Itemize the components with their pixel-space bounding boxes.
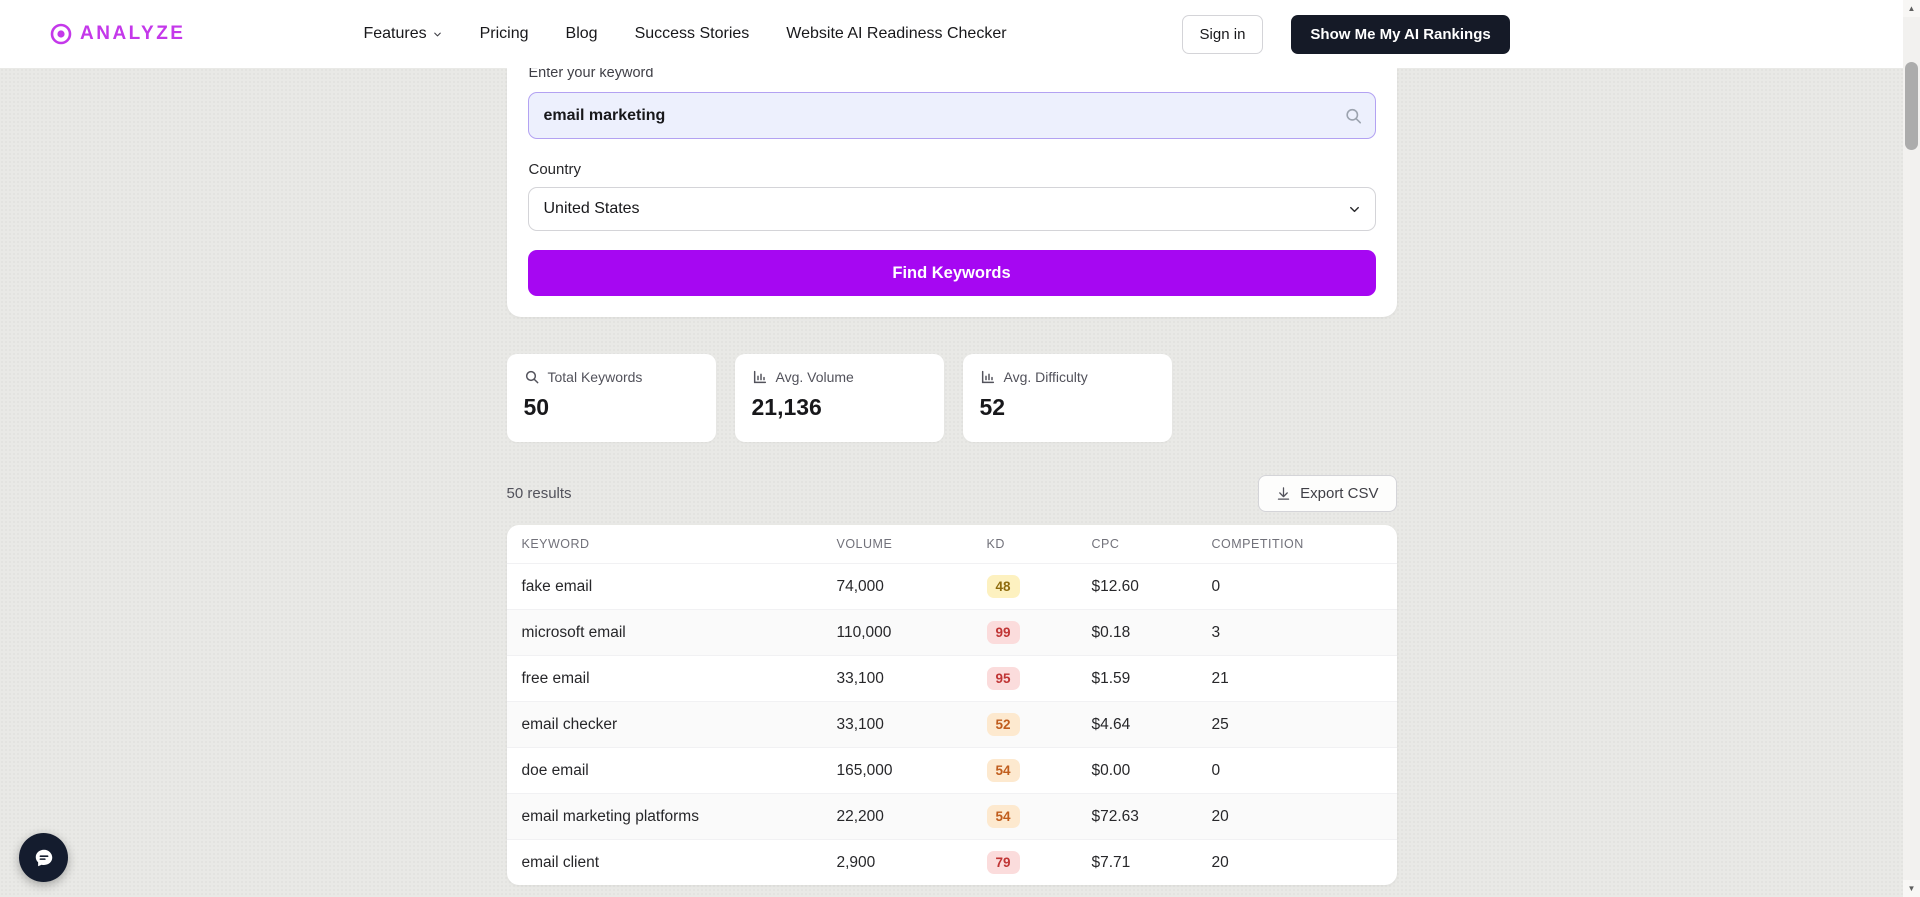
nav-item-blog[interactable]: Blog [565,25,598,42]
kd-badge: 99 [986,621,1020,644]
download-icon [1276,486,1291,501]
chat-launcher-button[interactable] [19,833,68,882]
stat-label: Total Keywords [547,369,643,385]
logo-text: ANALYZE [80,23,186,44]
competition-cell: 25 [1211,715,1229,733]
nav-item-features[interactable]: Features [363,25,442,43]
volume-cell: 2,900 [836,853,876,871]
keyword-cell: email checker [521,715,618,733]
scroll-up-button[interactable]: ▲ [1903,0,1920,17]
results-bar: 50 results Export CSV [507,475,1397,512]
column-header-cpc: CPC [1091,537,1120,551]
results-count: 50 results [506,485,572,502]
country-select-value: United States [543,200,640,217]
volume-cell: 33,100 [836,669,884,687]
nav-item-success-stories[interactable]: Success Stories [634,25,750,42]
table-body: fake email 74,000 48 $12.60 0 microsoft … [506,563,1397,885]
kd-badge: 52 [986,713,1020,736]
column-header-keyword: KEYWORD [521,537,590,551]
find-keywords-button[interactable]: Find Keywords [527,250,1376,296]
chat-icon [33,847,55,869]
table-row: doe email 165,000 54 $0.00 0 [506,747,1397,793]
volume-cell: 74,000 [836,577,884,595]
column-header-competition: COMPETITION [1211,537,1304,551]
country-label: Country [528,161,582,178]
table-row: email marketing platforms 22,200 54 $72.… [506,793,1397,839]
keyword-cell: doe email [521,761,589,779]
keyword-cell: microsoft email [521,623,626,641]
cpc-cell: $0.18 [1091,623,1131,641]
top-nav: ANALYZE Features Pricing Blog Success St… [0,0,1903,68]
bar-chart-icon [980,369,996,385]
keyword-cell: email client [521,853,600,871]
bar-chart-icon [752,369,768,385]
country-select[interactable]: United States [527,187,1376,231]
competition-cell: 0 [1211,577,1221,595]
column-header-kd: KD [986,537,1005,551]
table-row: fake email 74,000 48 $12.60 0 [506,563,1397,609]
cpc-cell: $72.63 [1091,807,1139,825]
at-circle-icon [49,22,73,46]
competition-cell: 21 [1211,669,1229,687]
volume-cell: 165,000 [836,761,893,779]
keyword-cell: free email [521,669,590,687]
table-header-row: KEYWORD VOLUME KD CPC COMPETITION [507,525,1397,563]
kd-badge: 54 [986,759,1020,782]
scrollbar-thumb[interactable] [1905,62,1918,150]
keyword-cell: fake email [521,577,593,595]
cpc-cell: $4.64 [1091,715,1131,733]
nav-item-website-ai-readiness-checker[interactable]: Website AI Readiness Checker [786,25,1007,42]
kd-badge: 95 [986,667,1020,690]
show-ai-rankings-button[interactable]: Show Me My AI Rankings [1291,14,1510,54]
stat-value: 50 [523,394,550,420]
cpc-cell: $7.71 [1091,853,1131,871]
kd-badge: 79 [986,851,1020,874]
volume-cell: 110,000 [836,623,892,641]
volume-cell: 22,200 [836,807,884,825]
competition-cell: 3 [1211,623,1221,641]
stat-card: Avg. Volume 21,136 [734,354,944,442]
stat-label: Avg. Volume [775,369,854,385]
logo[interactable]: ANALYZE [49,22,185,46]
keyword-cell: email marketing platforms [521,807,699,825]
nav-item-pricing[interactable]: Pricing [479,25,529,42]
stat-card: Avg. Difficulty 52 [962,354,1172,442]
sign-in-button[interactable]: Sign in [1181,14,1264,54]
cpc-cell: $12.60 [1091,577,1139,595]
kd-badge: 48 [986,575,1020,598]
cpc-cell: $0.00 [1091,761,1131,779]
keyword-label-clipped: Enter your keyword [528,68,654,81]
stat-label: Avg. Difficulty [1003,369,1088,385]
keywords-table: KEYWORD VOLUME KD CPC COMPETITION fake e… [506,525,1397,885]
competition-cell: 20 [1211,807,1229,825]
search-icon [524,369,540,385]
stat-value: 52 [979,394,1006,420]
nav-actions: Sign in Show Me My AI Rankings [1181,14,1510,54]
keyword-input[interactable] [527,92,1376,139]
stats-row: Total Keywords 50 Avg. Volume 21,136 Avg… [506,354,1397,442]
nav-links: Features Pricing Blog Success Stories We… [363,25,1006,43]
scroll-down-button[interactable]: ▼ [1903,880,1920,897]
cpc-cell: $1.59 [1091,669,1131,687]
stat-value: 21,136 [751,394,822,420]
chevron-down-icon [1347,202,1362,217]
main-content: Enter your keyword Country United States… [0,68,1903,885]
chevron-down-icon [433,32,441,36]
table-row: email checker 33,100 52 $4.64 25 [506,701,1397,747]
search-icon [1344,106,1363,125]
column-header-volume: VOLUME [836,537,893,551]
table-row: free email 33,100 95 $1.59 21 [506,655,1397,701]
stat-card: Total Keywords 50 [506,354,716,442]
kd-badge: 54 [986,805,1020,828]
table-row: email client 2,900 79 $7.71 20 [506,839,1397,885]
table-row: microsoft email 110,000 99 $0.18 3 [506,609,1397,655]
export-csv-label: Export CSV [1300,485,1379,502]
keyword-search-card: Enter your keyword Country United States… [506,68,1397,317]
export-csv-button[interactable]: Export CSV [1258,475,1397,512]
competition-cell: 0 [1211,761,1221,779]
competition-cell: 20 [1211,853,1229,871]
scrollbar[interactable]: ▲ ▼ [1903,0,1920,897]
volume-cell: 33,100 [836,715,884,733]
